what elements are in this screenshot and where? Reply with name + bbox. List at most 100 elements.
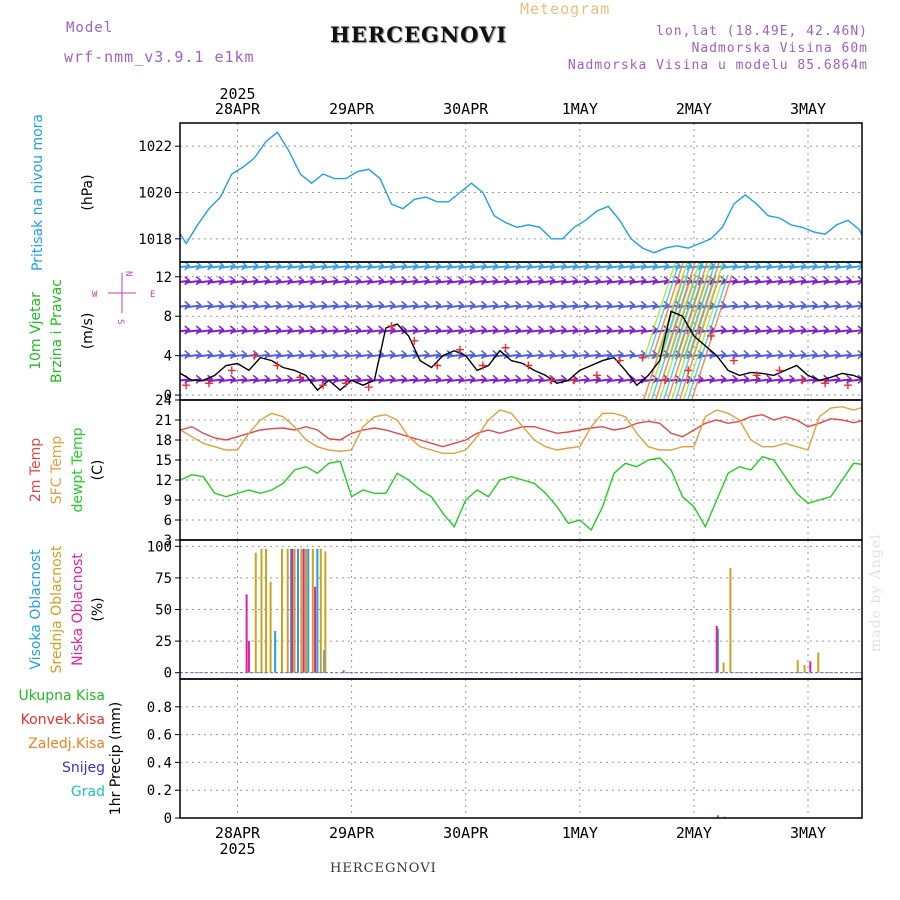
- wind-barb-head: [309, 300, 316, 306]
- wind-barb-head: [549, 325, 556, 331]
- wind-barb: [835, 378, 852, 383]
- y-tick-label: 0.6: [147, 728, 172, 744]
- gust-marker: [501, 343, 510, 352]
- wind-barb: [299, 279, 316, 284]
- plot-area: [180, 131, 862, 254]
- wind-barb-head: [480, 350, 487, 356]
- wind-hatch: [671, 274, 713, 400]
- compass-west: W: [92, 290, 98, 300]
- wind-barb-head: [332, 325, 339, 331]
- wind-barb-head: [709, 374, 716, 380]
- wind-barb-head: [572, 325, 579, 331]
- wind-barb: [458, 329, 476, 333]
- wind-barb: [744, 279, 761, 284]
- wind-barb-head: [800, 374, 807, 380]
- wind-barb: [846, 265, 862, 269]
- bar-mark: [290, 548, 293, 673]
- wind-barb: [709, 378, 727, 383]
- wind-barb-head: [652, 276, 659, 282]
- wind-barb: [185, 353, 202, 358]
- wind-barb-head: [195, 374, 202, 380]
- wind-barb-head: [846, 374, 852, 380]
- y-tick-label: 50: [155, 603, 172, 619]
- wind-barb: [607, 304, 624, 309]
- wind-barb-head: [435, 350, 442, 356]
- wind-barb: [618, 264, 635, 269]
- y-tick-label: 6: [164, 513, 172, 529]
- wind-barb-head: [857, 280, 862, 286]
- wind-barb-head: [777, 276, 784, 282]
- bottom-date-label: 29APR: [329, 824, 375, 842]
- wind-barb-head: [515, 350, 522, 356]
- wind-barb-head: [195, 350, 202, 356]
- wind-barb: [766, 329, 784, 333]
- wind-barb-head: [800, 350, 807, 356]
- gust-marker: [250, 351, 259, 360]
- panel-label: SFC Temp: [49, 436, 65, 505]
- panel-unit: (hPa): [80, 174, 96, 210]
- wind-barb-head: [788, 276, 795, 282]
- wind-hatch: [655, 262, 689, 360]
- gust-marker: [364, 383, 373, 392]
- wind-barb: [424, 279, 441, 284]
- wind-barb-head: [857, 276, 862, 281]
- wind-barb: [321, 264, 339, 269]
- wind-barb-head: [389, 300, 396, 306]
- wind-barb: [572, 329, 590, 333]
- wind-barb-head: [823, 300, 830, 306]
- wind-barb: [846, 279, 862, 284]
- wind-barb: [721, 329, 738, 333]
- bottom-date-label: 1MAY: [562, 824, 598, 842]
- wind-barb: [538, 329, 555, 333]
- wind-barb: [447, 304, 464, 309]
- wind-barb: [264, 279, 282, 284]
- plot-area: [180, 405, 862, 532]
- wind-barb-head: [218, 350, 225, 356]
- gust-marker: [638, 353, 647, 362]
- panel-cloud: 0 25 50 75 100 Visoka Oblacnost Srednja Oblacn…: [28, 539, 863, 682]
- wind-barb-head: [526, 276, 533, 282]
- wind-barb: [207, 304, 225, 309]
- wind-barb: [185, 329, 202, 333]
- wind-barb: [766, 378, 784, 383]
- wind-barb-head: [469, 276, 476, 282]
- wind-barb: [515, 304, 533, 309]
- wind-barb: [835, 329, 852, 333]
- wind-barb: [310, 378, 327, 383]
- bottom-date-label: 30APR: [443, 824, 489, 842]
- wind-barb: [321, 353, 339, 358]
- bar-mark: [247, 641, 250, 673]
- wind-hatch: [671, 262, 705, 360]
- wind-barb-head: [241, 374, 248, 380]
- wind-hatch: [679, 262, 713, 360]
- wind-barb: [778, 264, 795, 269]
- wind-barb: [253, 329, 270, 333]
- panel-pressure: 1018 1020 1022 Pritisak na nivou mora (hPa): [30, 114, 863, 271]
- wind-barb-head: [766, 325, 773, 331]
- panel-label: 10m Vjetar: [28, 292, 44, 370]
- bar-mark: [316, 548, 319, 673]
- wind-barb-head: [857, 374, 862, 380]
- footer-station-name: HERCEGNOVI: [330, 861, 437, 876]
- series-line: [180, 455, 862, 532]
- wind-barb: [264, 378, 282, 383]
- wind-barb-head: [401, 374, 407, 380]
- wind-barb-head: [629, 300, 636, 306]
- panel-label: 2m Temp: [28, 438, 44, 502]
- series-line: [180, 405, 862, 454]
- wind-barb-head: [309, 350, 316, 356]
- wind-barb: [470, 304, 487, 309]
- wind-barb: [515, 378, 533, 383]
- wind-barb-head: [766, 350, 773, 356]
- wind-barb: [264, 329, 282, 333]
- panel-frame: [179, 678, 863, 819]
- wind-barb: [584, 264, 601, 269]
- wind-barb-head: [823, 350, 830, 356]
- y-tick-label: 0.2: [147, 783, 172, 799]
- wind-barb: [527, 329, 544, 333]
- wind-barb-head: [286, 300, 293, 306]
- wind-barb-head: [389, 374, 396, 380]
- wind-hatch: [647, 274, 689, 400]
- wind-barb-head: [264, 325, 271, 331]
- wind-barb: [789, 264, 806, 269]
